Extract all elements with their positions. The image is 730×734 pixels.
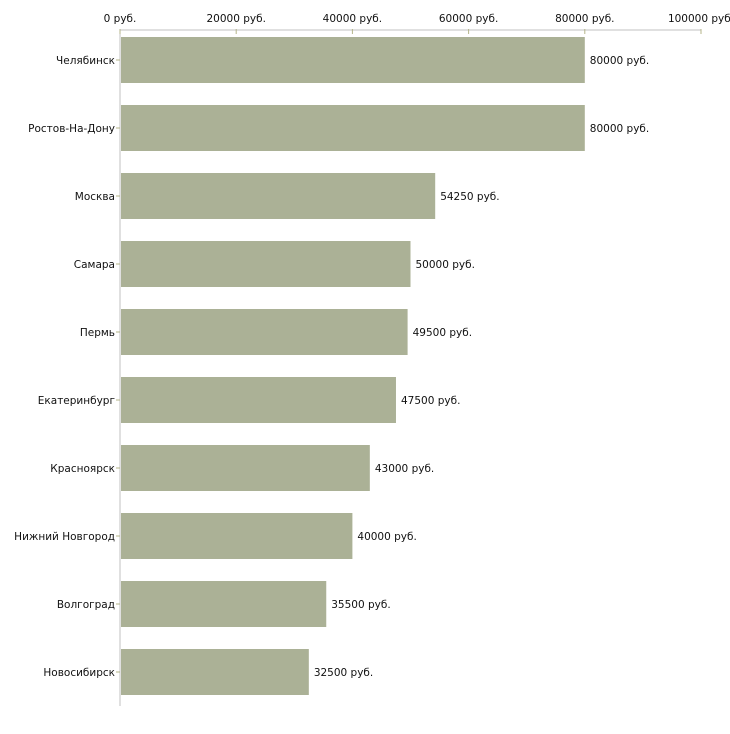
category-label: Красноярск xyxy=(50,463,115,475)
category-label: Новосибирск xyxy=(43,667,115,679)
category-label: Челябинск xyxy=(56,55,115,67)
data-label: 50000 руб. xyxy=(416,259,475,271)
bar xyxy=(121,105,585,151)
bar xyxy=(121,241,411,287)
x-tick-label: 100000 руб. xyxy=(668,13,730,25)
x-tick-label: 0 руб. xyxy=(104,13,137,25)
category-label: Волгоград xyxy=(57,599,115,611)
data-label: 43000 руб. xyxy=(375,463,434,475)
category-label: Пермь xyxy=(80,327,115,339)
x-tick-label: 60000 руб. xyxy=(439,13,498,25)
data-label: 35500 руб. xyxy=(331,599,390,611)
category-label: Самара xyxy=(74,259,115,271)
data-label: 32500 руб. xyxy=(314,667,373,679)
data-label: 40000 руб. xyxy=(357,531,416,543)
data-label: 54250 руб. xyxy=(440,191,499,203)
category-label: Нижний Новгород xyxy=(14,531,115,543)
data-label: 80000 руб. xyxy=(590,123,649,135)
data-label: 80000 руб. xyxy=(590,55,649,67)
bar xyxy=(121,173,436,219)
x-tick-label: 20000 руб. xyxy=(206,13,265,25)
category-label: Екатеринбург xyxy=(38,395,115,407)
category-label: Ростов-На-Дону xyxy=(28,123,115,135)
category-label: Москва xyxy=(75,191,115,203)
data-label: 49500 руб. xyxy=(413,327,472,339)
bar xyxy=(121,309,408,355)
data-label: 47500 руб. xyxy=(401,395,460,407)
x-tick-label: 40000 руб. xyxy=(323,13,382,25)
x-tick-label: 80000 руб. xyxy=(555,13,614,25)
bar xyxy=(121,649,309,695)
bar xyxy=(121,37,585,83)
bar xyxy=(121,581,327,627)
bar xyxy=(121,377,396,423)
bar xyxy=(121,513,353,559)
bar xyxy=(121,445,370,491)
